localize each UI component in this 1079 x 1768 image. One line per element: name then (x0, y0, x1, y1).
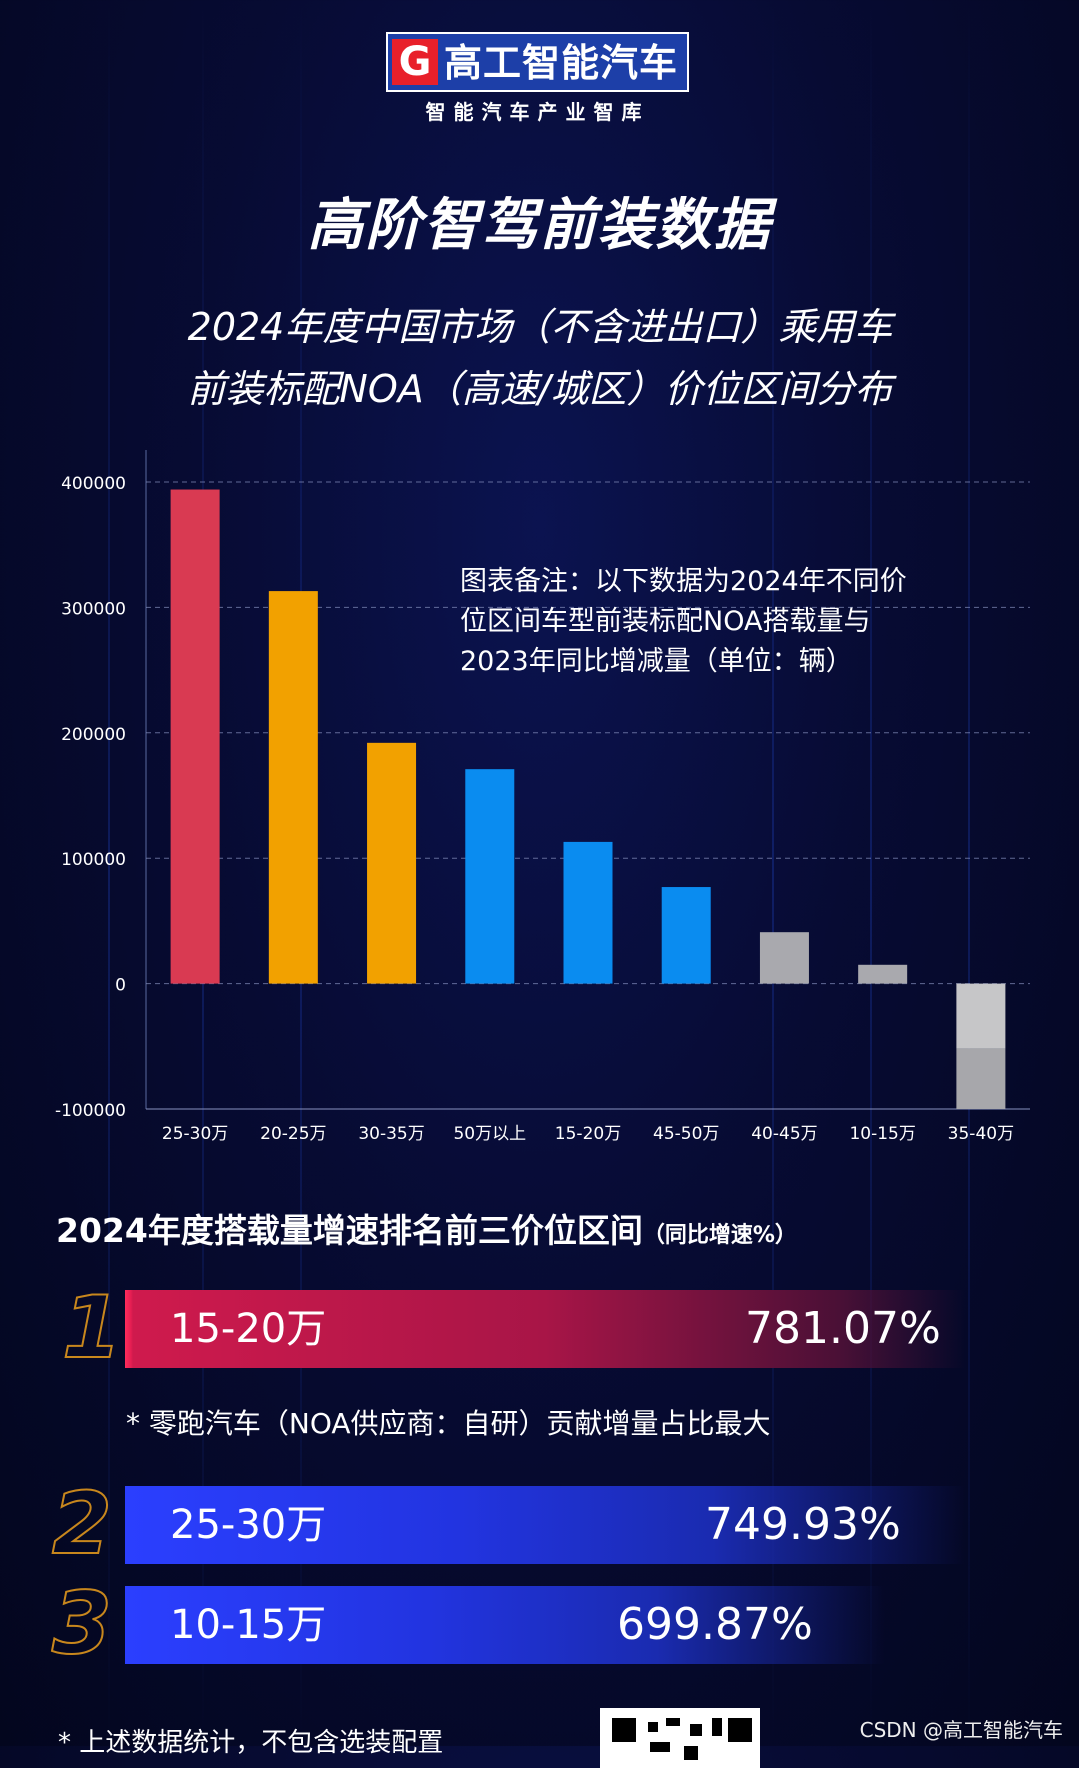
rank-label-2: 25-30万 (170, 1502, 327, 1548)
bar (465, 769, 515, 984)
brand-logo: G 高工智能汽车 (386, 32, 689, 92)
rank-pct-3: 699.87% (617, 1599, 813, 1650)
subtitle-line-2: 前装标配NOA（高速/城区）价位区间分布 (187, 367, 893, 411)
subtitle-line-1: 2024年度中国市场（不含进出口）乘用车 (187, 305, 893, 349)
bar (956, 983, 1006, 1049)
bar (858, 964, 908, 984)
bg-streak (968, 0, 970, 1746)
logo-tagline: 智能汽车产业智库 (425, 100, 650, 124)
rank-number-2: 2 (51, 1473, 113, 1575)
ranking-title-text: 2024年度搭载量增速排名前三价位区间 (56, 1211, 643, 1250)
ranking-unit: （同比增速%） (642, 1223, 797, 1248)
bar (759, 932, 809, 984)
bar (367, 742, 417, 984)
rank-bar-1: 15-20万 781.07% (125, 1290, 965, 1368)
watermark: CSDN @高工智能汽车 (859, 1718, 1063, 1742)
bottom-note: * 上述数据统计，不包含选装配置 (58, 1728, 444, 1758)
x-tick-label: 35-40万 (948, 1124, 1014, 1144)
ranking-footnote: * 零跑汽车（NOA供应商：自研）贡献增量占比最大 (126, 1407, 771, 1440)
bar (170, 489, 220, 984)
bar-chart: 400000 300000 200000 100000 0 -100000 25-30万 20… (55, 450, 1030, 1144)
logo-name: 高工智能汽车 (444, 41, 679, 85)
rank-label-1: 15-20万 (170, 1306, 327, 1352)
bg-streak (772, 0, 774, 1746)
logo-mark: G (392, 39, 438, 85)
x-tick-label: 45-50万 (653, 1124, 719, 1144)
rank-number-1: 1 (61, 1277, 123, 1379)
rank-pct-2: 749.93% (705, 1499, 901, 1550)
x-tick-label: 30-35万 (358, 1124, 424, 1144)
x-tick-label: 50万以上 (453, 1124, 526, 1144)
y-tick-label: 200000 (61, 725, 126, 745)
page-subtitle: 2024年度中国市场（不含进出口）乘用车 前装标配NOA（高速/城区）价位区间分… (40, 296, 1040, 420)
page-title: 高阶智驾前装数据 (307, 193, 772, 258)
rank-pct-1: 781.07% (745, 1303, 941, 1354)
ranking-title: 2024年度搭载量增速排名前三价位区间（同比增速%） (56, 1204, 797, 1252)
bar (563, 841, 613, 984)
chart-note: 图表备注：以下数据为2024年不同价 位区间车型前装标配NOA搭载量与 2023… (460, 562, 1000, 682)
y-tick-label: 0 (115, 976, 126, 996)
y-tick-label: 300000 (61, 599, 126, 619)
rank-bar-2: 25-30万 749.93% (125, 1486, 965, 1564)
qr-code (600, 1708, 760, 1768)
x-tick-label: 40-45万 (751, 1124, 817, 1144)
x-tick-label: 25-30万 (162, 1124, 228, 1144)
bg-streak (870, 0, 872, 1746)
chart-note-line-2: 位区间车型前装标配NOA搭载量与 (460, 606, 871, 637)
chart-note-line-1: 图表备注：以下数据为2024年不同价 (460, 566, 907, 597)
rank-number-3: 3 (51, 1573, 113, 1675)
y-tick-label: 100000 (61, 850, 126, 870)
bg-streak (108, 0, 110, 1746)
chart-note-line-3: 2023年同比增减量（单位：辆） (460, 646, 853, 677)
bar (268, 591, 318, 984)
y-tick-label: 400000 (61, 474, 126, 494)
x-tick-label: 20-25万 (260, 1124, 326, 1144)
x-tick-label: 10-15万 (849, 1124, 915, 1144)
bar (661, 887, 711, 984)
y-tick-label: -100000 (55, 1101, 126, 1121)
rank-label-3: 10-15万 (170, 1602, 327, 1648)
x-tick-label: 15-20万 (555, 1124, 621, 1144)
rank-bar-3: 10-15万 699.87% (125, 1586, 885, 1664)
bar-lower (956, 1048, 1006, 1109)
